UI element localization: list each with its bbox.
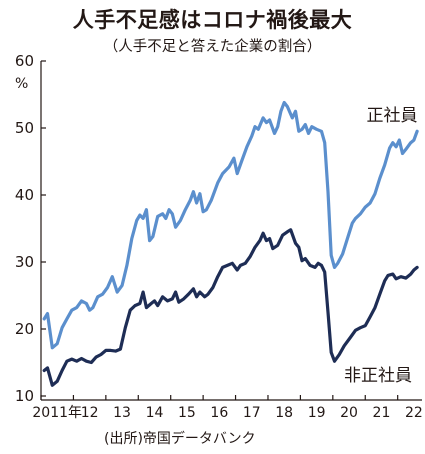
x-tick-label: 20 — [340, 405, 358, 421]
x-tick-label: 22 — [405, 405, 423, 421]
y-tick-label: 30 — [15, 253, 34, 271]
x-tick-label: 14 — [146, 405, 164, 421]
x-tick-label: 19 — [308, 405, 326, 421]
x-tick-label: 18 — [275, 405, 293, 421]
y-tick-label: 20 — [15, 320, 34, 338]
series-line-2 — [42, 228, 419, 387]
y-tick-label: 40 — [15, 186, 34, 204]
series-label-1: 正社員 — [367, 106, 418, 126]
y-tick-label: 60 — [15, 52, 34, 70]
x-tick-label: 21 — [373, 405, 391, 421]
source-note: (出所)帝国データバンク — [104, 431, 256, 447]
series-lines — [42, 100, 419, 387]
series-line-1 — [42, 100, 419, 350]
x-tick-label: 17 — [243, 405, 261, 421]
chart-subtitle: （人手不足と答えた企業の割合） — [103, 39, 322, 55]
x-tick-label: 2011年 — [32, 405, 82, 421]
chart-title: 人手不足感はコロナ禍後最大 — [72, 8, 353, 32]
y-unit-label: % — [15, 76, 28, 92]
y-tick-label: 10 — [15, 387, 34, 405]
series-label-2: 非正社員 — [344, 366, 412, 386]
y-tick-label: 50 — [15, 119, 34, 137]
x-tick-label: 16 — [210, 405, 228, 421]
x-tick-label: 15 — [178, 405, 196, 421]
x-tick-label: 13 — [113, 405, 131, 421]
x-tick-label: 12 — [81, 405, 99, 421]
